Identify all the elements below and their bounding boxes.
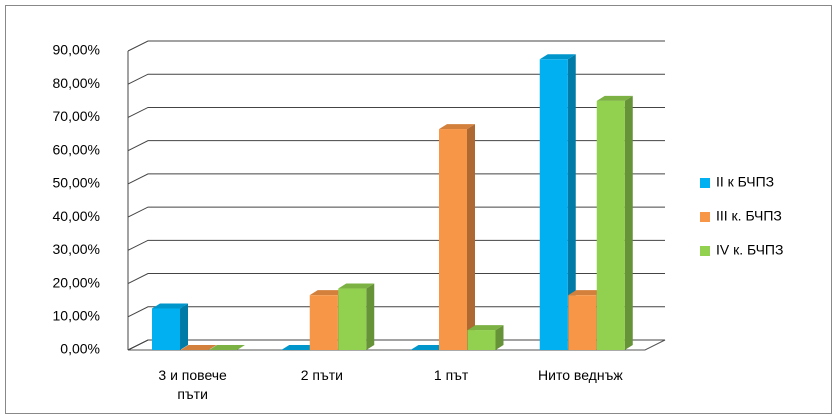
grid-line [127, 206, 665, 218]
grid-line [127, 40, 665, 52]
y-tick-label: 80,00% [53, 75, 100, 91]
legend-swatch [700, 178, 710, 188]
legend-swatch [700, 246, 710, 256]
y-tick-label: 60,00% [53, 141, 100, 157]
x-tick-label: 2 пъти [300, 367, 343, 383]
bar-top [596, 95, 633, 101]
legend-label: III к. БЧПЗ [716, 208, 782, 224]
grid-line [127, 239, 665, 251]
bar-side [624, 95, 633, 350]
y-tick-label: 90,00% [53, 42, 100, 58]
grid-line [127, 173, 665, 185]
x-tick-label: 3 и повече пъти [158, 367, 227, 402]
bar-top [439, 124, 475, 130]
x-tick-label: Нито веднъж [538, 367, 623, 383]
y-tick-label: 70,00% [53, 108, 100, 124]
bar [539, 59, 568, 351]
bar-top [539, 54, 576, 60]
y-tick-label: 50,00% [53, 175, 100, 191]
y-tick-label: 20,00% [53, 274, 100, 290]
legend-swatch [700, 212, 710, 222]
grid-line [127, 306, 665, 318]
bar-top [152, 303, 188, 309]
bar-side [567, 54, 576, 351]
bar [152, 308, 180, 350]
bar [596, 100, 625, 350]
bar [439, 129, 467, 350]
x-tick-label: 1 път [433, 367, 469, 383]
grid-line [127, 73, 665, 85]
bar-top [180, 345, 217, 350]
bar-top [568, 290, 605, 296]
chart-border [5, 5, 832, 414]
bar-top [281, 345, 318, 350]
y-tick-label: 30,00% [53, 241, 100, 257]
y-tick-label: 10,00% [53, 307, 100, 323]
bar-top [309, 290, 346, 296]
bar-top [467, 325, 504, 331]
bar-side [366, 283, 375, 350]
y-tick-label: 40,00% [53, 208, 100, 224]
legend-label: II к БЧПЗ [716, 174, 774, 190]
grid-line [127, 140, 665, 152]
bar-side [180, 303, 188, 350]
y-tick-label: 0,00% [60, 341, 100, 357]
bar [338, 288, 367, 350]
grid-line [127, 273, 665, 285]
bar [309, 295, 338, 350]
bar-side [495, 325, 504, 350]
legend-label: IV к. БЧПЗ [716, 242, 783, 258]
bar-side [467, 124, 475, 350]
bar-top [338, 283, 375, 289]
bar [568, 295, 597, 350]
bar [467, 330, 496, 350]
bar-top [209, 345, 245, 350]
bar-top [410, 345, 447, 350]
grid-line [127, 106, 665, 118]
